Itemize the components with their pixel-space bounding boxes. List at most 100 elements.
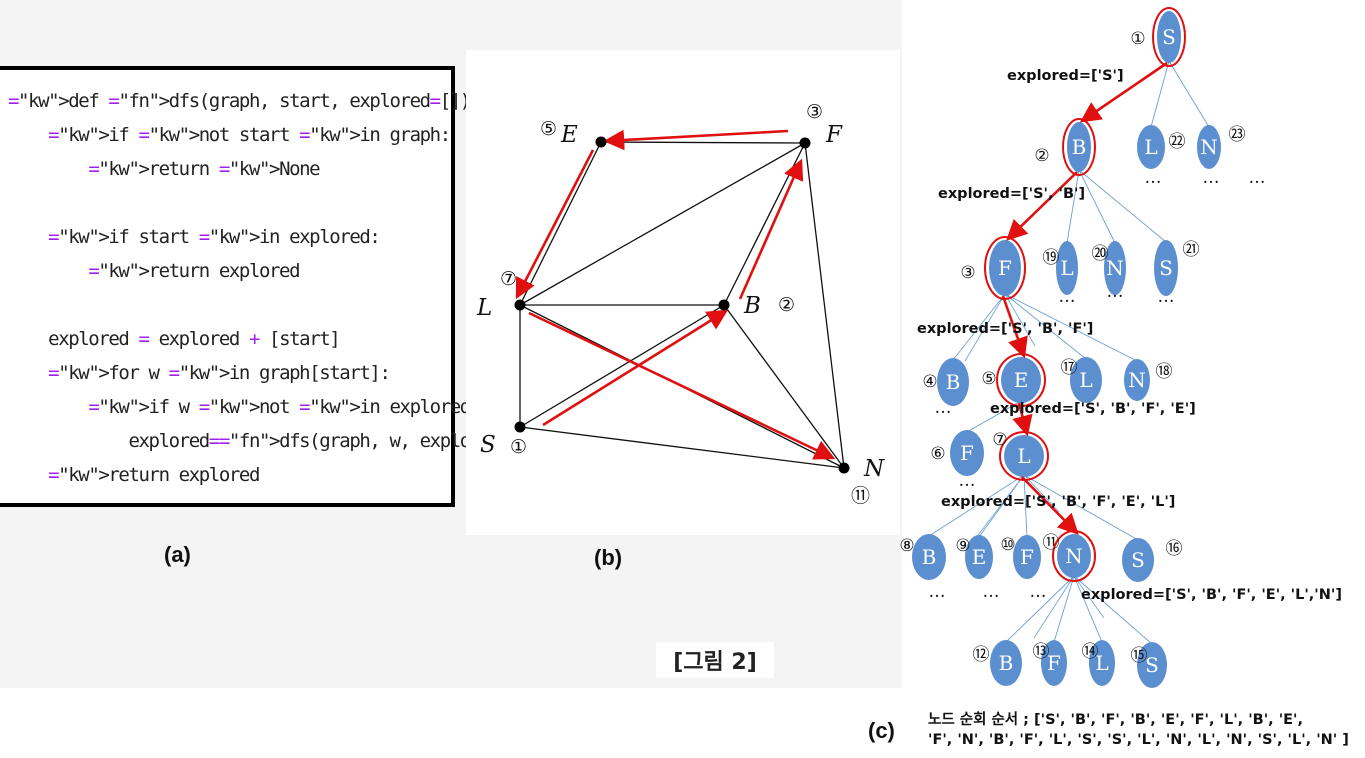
tree-node-label: E — [1014, 368, 1029, 392]
tree-node-label: L — [1060, 256, 1073, 280]
traversal-order-line-1: 노드 순회 순서 ; ['S', 'B', 'F', 'B', 'E', 'F'… — [928, 712, 1303, 728]
tree-edge-stub — [964, 293, 1006, 362]
tree-node-order-number: ⑨ — [955, 536, 970, 556]
tree-ellipsis: … — [1107, 282, 1124, 302]
tree-node-label: S — [1162, 25, 1176, 49]
tree-node-label: L — [1095, 651, 1108, 675]
tree-node-label: S — [1131, 548, 1145, 572]
tree-node-highlight — [1152, 7, 1186, 67]
graph-node-order-S: ① — [510, 436, 527, 458]
tree-ellipsis: … — [983, 582, 1000, 602]
tree-node-label: N — [1065, 544, 1083, 568]
tree-node-S — [1137, 642, 1167, 688]
explored-label-5: explored=['S', 'B', 'F', 'E', 'L'] — [941, 494, 1176, 510]
tree-node-L — [1137, 125, 1165, 169]
tree-edge — [952, 293, 1006, 361]
tree-traversal-arrow — [1006, 171, 1078, 241]
code-line: ="kw">if w ="kw">not ="kw">in explored: — [88, 396, 481, 418]
traversal-arrow-F-E — [603, 129, 789, 151]
graph-node-B — [718, 299, 730, 311]
tree-edge — [1073, 575, 1103, 643]
tree-node-F — [1041, 640, 1067, 686]
tree-edge — [1053, 575, 1075, 643]
tree-node-N — [1124, 359, 1150, 401]
tree-edge — [1078, 169, 1167, 243]
tree-edge — [1168, 60, 1210, 128]
tree-edge-stub — [1004, 293, 1036, 347]
tree-traversal-arrow — [1079, 61, 1168, 123]
tree-edge — [1078, 169, 1116, 244]
graph-node-label-N: N — [863, 456, 885, 482]
code-line: ="kw">return ="kw">None — [88, 158, 320, 180]
tree-node-label: S — [1145, 653, 1159, 677]
tree-node-order-number: ④ — [922, 372, 937, 392]
graph-edge-F-N — [804, 142, 845, 469]
tree-ellipsis: … — [959, 471, 976, 491]
tree-node-E — [965, 535, 993, 579]
graph-node-order-F: ③ — [806, 101, 823, 123]
tree-node-label: E — [972, 545, 987, 569]
tree-ellipsis: … — [1145, 168, 1162, 188]
code-line: ="kw">def ="fn">dfs(graph, start, explor… — [8, 90, 481, 112]
tree-node-S — [1122, 538, 1154, 582]
tree-node-N — [1104, 241, 1126, 295]
code-panel: ="kw">def ="fn">dfs(graph, start, explor… — [0, 66, 511, 507]
tree-node-label: L — [1079, 368, 1092, 392]
tree-node-label: N — [1106, 256, 1124, 280]
tree-node-label: B — [999, 651, 1014, 675]
tree-node-order-number: ⑭ — [1082, 642, 1099, 662]
tree-edge — [1150, 60, 1170, 128]
graph-node-label-L: L — [476, 295, 492, 321]
tree-node-label: F — [960, 441, 974, 465]
tree-ellipsis: … — [1249, 168, 1266, 188]
graph-edge-F-L — [519, 142, 806, 306]
traversal-order-line-2: 'F', 'N', 'B', 'F', 'L', 'S', 'S', 'L', … — [928, 732, 1349, 748]
tree-node-E — [1001, 357, 1041, 403]
tree-edge — [966, 400, 1022, 433]
tree-edge — [1004, 293, 1138, 362]
tree-node-order-number: ㉒ — [1169, 132, 1186, 152]
tree-node-order-number: ⑮ — [1131, 646, 1148, 666]
tree-node-order-number: ③ — [960, 263, 975, 283]
graph-node-label-F: F — [825, 122, 843, 148]
tree-ellipsis: … — [929, 582, 946, 602]
explored-label-3: explored=['S', 'B', 'F'] — [917, 321, 1094, 337]
tree-node-B — [990, 640, 1022, 686]
tree-node-order-number: ⑪ — [1043, 533, 1060, 553]
tree-node-order-number: ⑧ — [899, 536, 914, 556]
code-line: ="kw">for w ="kw">in graph[start]: — [48, 362, 391, 384]
tree-ellipsis: … — [1059, 287, 1076, 307]
traversal-arrow-B-F — [738, 158, 804, 300]
tree-node-S — [1157, 11, 1181, 63]
tree-node-label: B — [922, 545, 937, 569]
explored-label-2: explored=['S', 'B'] — [938, 186, 1086, 202]
tree-node-L — [1004, 435, 1044, 477]
tree-edge-stub — [1033, 575, 1075, 639]
tree-node-N — [1197, 125, 1221, 169]
tree-node-order-number: ⑳ — [1092, 244, 1109, 264]
tree-traversal-arrow — [1021, 476, 1079, 535]
code-line: ="kw">if ="kw">not start ="kw">in graph: — [48, 124, 451, 146]
tree-edge — [1005, 575, 1075, 643]
tree-node-order-number: ① — [1130, 29, 1145, 49]
graph-node-F — [799, 137, 811, 149]
code-line: explored = explored + [start] — [8, 328, 341, 350]
tree-node-F — [989, 240, 1021, 296]
tree-ellipsis: … — [935, 398, 952, 418]
tree-node-order-number: ⑬ — [1033, 642, 1050, 662]
tree-traversal-arrow — [1001, 295, 1028, 359]
tree-edge — [1023, 474, 1139, 541]
explored-label-1: explored=['S'] — [1007, 68, 1124, 84]
tree-node-S — [1154, 240, 1178, 296]
graph-diagram: S ① B ② F③ E⑤ L⑦ N ⑪ — [476, 101, 885, 507]
tree-node-order-number: ⑯ — [1166, 539, 1183, 559]
caption-b: (b) — [594, 545, 623, 570]
traversal-arrow-L-N — [528, 311, 836, 460]
tree-node-L — [1056, 241, 1078, 295]
graph-node-order-E: ⑤ — [540, 118, 557, 140]
explored-label-4: explored=['S', 'B', 'F', 'E'] — [990, 401, 1196, 417]
tree-node-order-number: ⑤ — [981, 369, 996, 389]
tree-node-label: F — [1020, 545, 1034, 569]
tree-node-label: B — [946, 370, 961, 394]
code-line: ="kw">if start ="kw">in explored: — [48, 226, 381, 248]
